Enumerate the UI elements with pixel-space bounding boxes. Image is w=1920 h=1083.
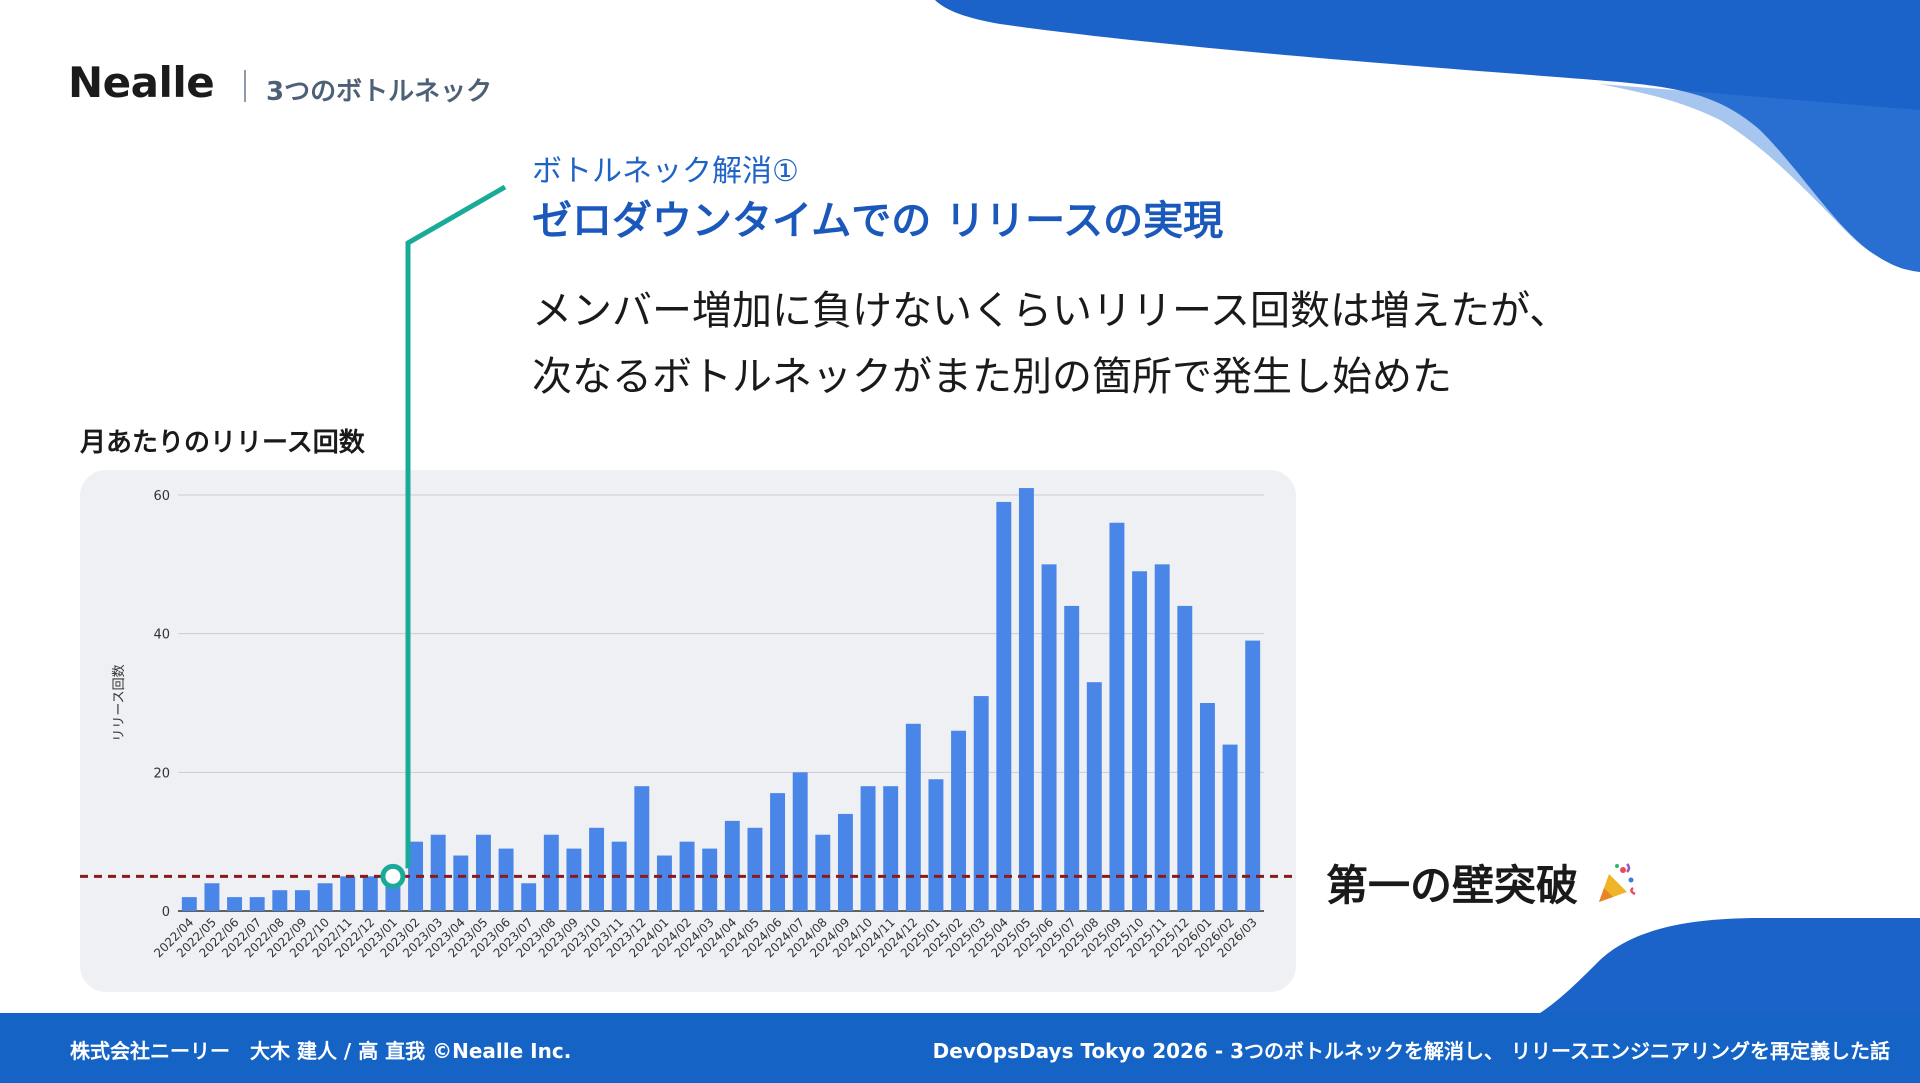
bottom-right-wave (1540, 918, 1920, 1013)
wall-callout-text: 第一の壁突破 (1326, 861, 1579, 910)
bar (1109, 522, 1125, 911)
wall-callout: 第一の壁突破 (1326, 852, 1639, 913)
bar (634, 786, 650, 911)
highlight-marker (380, 863, 406, 889)
bar (656, 855, 672, 911)
headline-kicker: ボトルネック解消① (532, 154, 799, 189)
bar (204, 883, 220, 911)
bar (837, 813, 853, 911)
bar (996, 501, 1012, 911)
bar (747, 827, 763, 911)
bar (1086, 682, 1102, 911)
headline-title: ゼロダウンタイムでの リリースの実現 (532, 198, 1224, 244)
y-tick-label: 20 (153, 766, 170, 781)
bar (905, 723, 921, 911)
footer-event-title: DevOpsDays Tokyo 2026 - 3つのボトルネックを解消し、 リ… (932, 1039, 1890, 1063)
header-divider (244, 70, 246, 102)
bar (385, 883, 401, 911)
bar (589, 827, 605, 911)
footer-credit: 株式会社ニーリー 大木 建人 / 高 直我 ©Nealle Inc. (70, 1039, 572, 1063)
bar (1018, 488, 1034, 911)
body-line-1: メンバー増加に負けないくらいリリース回数は増えたが、 (532, 288, 1570, 334)
bar (1132, 571, 1148, 911)
bar (770, 793, 786, 911)
section-title: 3つのボトルネック (266, 77, 493, 107)
bar (317, 883, 333, 911)
body-line-2: 次なるボトルネックがまた別の箇所で発生し始めた (532, 354, 1452, 400)
bar (294, 890, 310, 911)
chart-title: 月あたりのリリース回数 (80, 428, 365, 458)
party-popper-icon (1578, 861, 1639, 910)
bar (475, 834, 491, 911)
y-tick-label: 40 (153, 628, 170, 643)
top-right-wave (935, 0, 1920, 272)
bar (724, 820, 740, 911)
bar (860, 786, 876, 911)
bar (1245, 640, 1261, 911)
y-tick-label: 60 (153, 489, 170, 504)
bar (340, 876, 356, 911)
body-text: メンバー増加に負けないくらいリリース回数は増えたが、 次なるボトルネックがまた別… (532, 278, 1569, 410)
bar (566, 848, 582, 911)
footer-bar: 株式会社ニーリー 大木 建人 / 高 直我 ©Nealle Inc. DevOp… (0, 1013, 1920, 1083)
bar (408, 841, 424, 911)
bar (1154, 564, 1170, 911)
brand-logo: Nealle (68, 58, 215, 107)
bar (249, 897, 265, 911)
bar (1041, 564, 1057, 911)
bar (973, 696, 989, 911)
bar (1177, 605, 1193, 911)
bar (521, 883, 537, 911)
bar (227, 897, 243, 911)
bar (1222, 744, 1238, 911)
bar (702, 848, 718, 911)
bar (498, 848, 514, 911)
bar (362, 876, 378, 911)
connector-line (405, 184, 507, 869)
bar (543, 834, 559, 911)
bar (430, 834, 446, 911)
bar (272, 890, 288, 911)
bar (883, 786, 899, 911)
top-right-wave-light (1600, 84, 1920, 272)
bar (181, 897, 197, 911)
bar (928, 779, 944, 911)
bar (951, 730, 967, 911)
y-axis-label: リリース回数 (112, 664, 127, 741)
bar (815, 834, 831, 911)
bar (792, 772, 808, 911)
bar (453, 855, 469, 911)
bar (1064, 605, 1080, 911)
y-tick-label: 0 (162, 905, 170, 920)
bar (1199, 703, 1215, 911)
